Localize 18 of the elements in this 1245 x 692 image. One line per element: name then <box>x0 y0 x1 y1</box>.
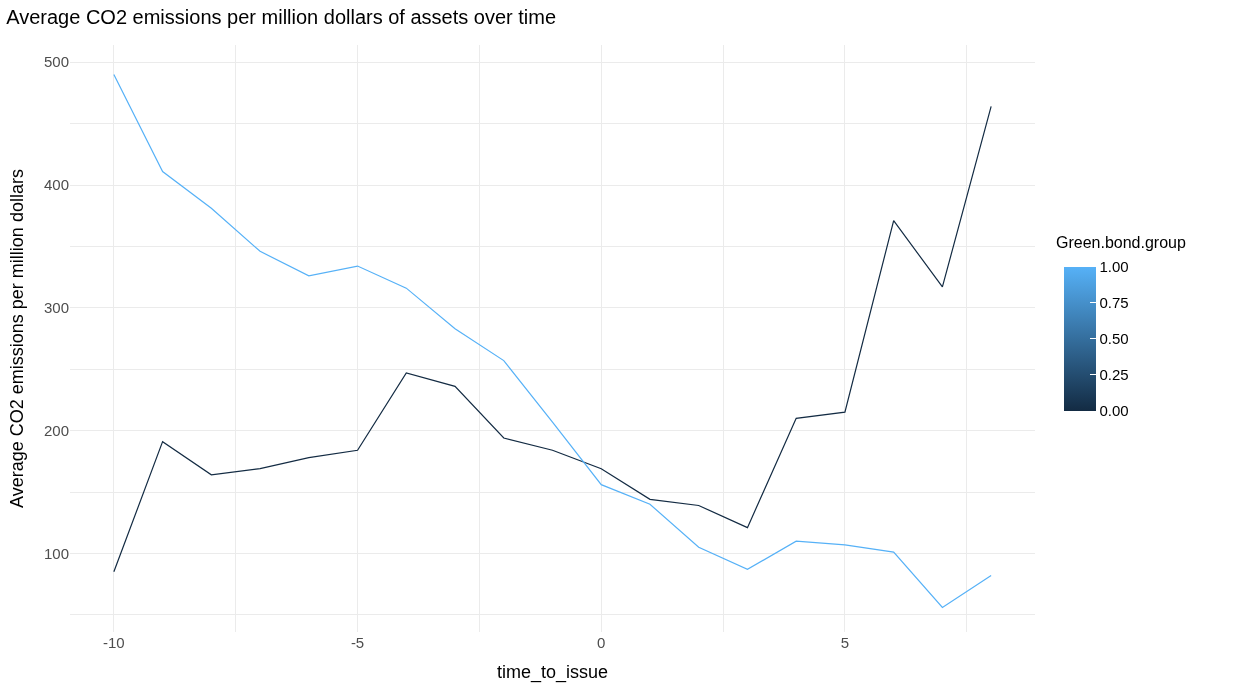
color-bar-label: 1.00 <box>1099 257 1129 275</box>
x-axis-title: time_to_issue <box>496 662 609 684</box>
y-axis-title: Average CO2 emissions per million dollars <box>7 169 28 508</box>
legend-title: Green.bond.group <box>1056 234 1186 251</box>
chart-title: Average CO2 emissions per million dollars of assets over time <box>6 6 557 29</box>
y-tick-label: 100 <box>43 544 69 562</box>
color-bar-label: 0.00 <box>1099 401 1129 419</box>
color-bar-label: 0.50 <box>1099 329 1129 347</box>
y-tick-label: 500 <box>43 53 69 71</box>
x-tick-label: -5 <box>350 634 365 651</box>
x-tick-label: -10 <box>103 634 125 651</box>
x-tick-label: 5 <box>840 634 850 651</box>
x-tick-label: 0 <box>597 634 606 651</box>
color-bar-label: 0.25 <box>1099 365 1129 383</box>
y-tick-label: 300 <box>43 299 69 317</box>
y-tick-label: 400 <box>43 176 69 194</box>
color-bar-label: 0.75 <box>1099 293 1129 311</box>
y-tick-label: 200 <box>43 421 69 439</box>
